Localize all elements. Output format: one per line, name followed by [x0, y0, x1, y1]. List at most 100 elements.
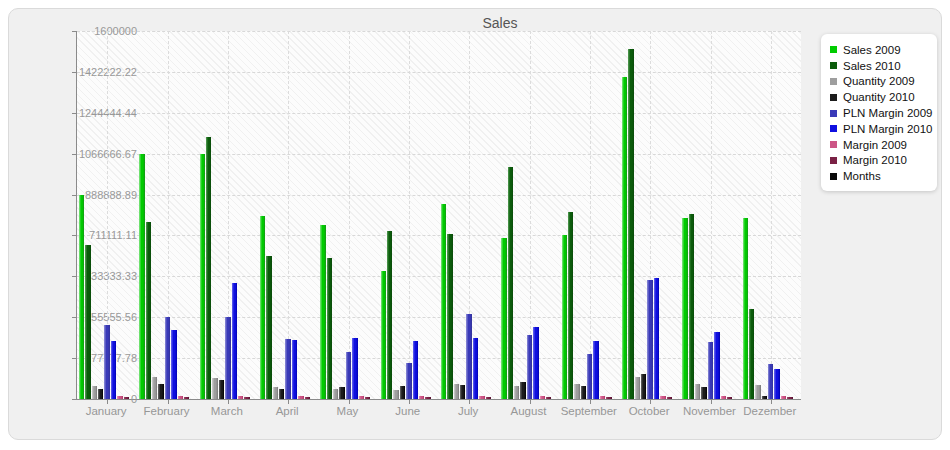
- legend-item-pln-margin-2009[interactable]: PLN Margin 2009: [830, 105, 928, 121]
- bar-pln-margin-2010-dezember[interactable]: [774, 369, 779, 399]
- bar-margin-2010-may[interactable]: [365, 397, 370, 399]
- bar-margin-2010-january[interactable]: [124, 397, 129, 399]
- bar-quantity-2009-august[interactable]: [514, 386, 519, 399]
- bar-pln-margin-2010-august[interactable]: [533, 327, 538, 399]
- bar-quantity-2010-june[interactable]: [400, 386, 405, 399]
- bar-sales-2010-september[interactable]: [568, 212, 573, 399]
- bar-margin-2009-may[interactable]: [359, 396, 364, 399]
- bar-margin-2009-february[interactable]: [178, 396, 183, 399]
- bar-margin-2010-february[interactable]: [184, 397, 189, 399]
- bar-margin-2009-dezember[interactable]: [781, 396, 786, 399]
- bar-quantity-2010-november[interactable]: [701, 387, 706, 399]
- bar-sales-2009-october[interactable]: [622, 77, 627, 399]
- bar-quantity-2009-january[interactable]: [92, 386, 97, 399]
- bar-margin-2010-june[interactable]: [425, 397, 430, 399]
- bar-quantity-2009-june[interactable]: [393, 390, 398, 399]
- bar-quantity-2009-may[interactable]: [333, 389, 338, 399]
- bar-sales-2010-august[interactable]: [508, 167, 513, 399]
- bar-pln-margin-2009-july[interactable]: [466, 314, 471, 399]
- bar-sales-2009-september[interactable]: [562, 235, 567, 399]
- legend-item-quantity-2010[interactable]: Quantity 2010: [830, 89, 928, 105]
- bar-sales-2009-july[interactable]: [441, 204, 446, 400]
- bar-quantity-2010-april[interactable]: [279, 389, 284, 399]
- bar-sales-2010-march[interactable]: [206, 137, 211, 399]
- bar-quantity-2010-may[interactable]: [339, 387, 344, 399]
- bar-sales-2009-may[interactable]: [320, 225, 325, 399]
- bar-sales-2009-april[interactable]: [260, 216, 265, 399]
- bar-margin-2009-june[interactable]: [419, 396, 424, 399]
- bar-quantity-2010-july[interactable]: [460, 385, 465, 399]
- bar-margin-2010-march[interactable]: [244, 397, 249, 399]
- bar-pln-margin-2009-january[interactable]: [104, 325, 109, 399]
- bar-margin-2010-october[interactable]: [667, 397, 672, 399]
- bar-quantity-2010-february[interactable]: [158, 384, 163, 399]
- bar-quantity-2009-september[interactable]: [574, 384, 579, 399]
- bar-pln-margin-2009-may[interactable]: [346, 352, 351, 399]
- bar-margin-2009-october[interactable]: [660, 396, 665, 399]
- bar-margin-2009-april[interactable]: [298, 396, 303, 399]
- bar-sales-2010-june[interactable]: [387, 231, 392, 399]
- bar-pln-margin-2010-october[interactable]: [654, 278, 659, 399]
- bar-margin-2010-august[interactable]: [546, 397, 551, 399]
- bar-quantity-2010-september[interactable]: [581, 386, 586, 399]
- bar-margin-2009-july[interactable]: [479, 396, 484, 399]
- bar-pln-margin-2010-july[interactable]: [473, 338, 478, 399]
- bar-pln-margin-2009-april[interactable]: [285, 339, 290, 399]
- bar-margin-2010-april[interactable]: [305, 397, 310, 399]
- bar-margin-2010-september[interactable]: [606, 397, 611, 399]
- bar-sales-2010-january[interactable]: [85, 245, 90, 399]
- bar-sales-2010-february[interactable]: [146, 222, 151, 399]
- bar-quantity-2010-january[interactable]: [98, 389, 103, 399]
- bar-quantity-2009-dezember[interactable]: [755, 385, 760, 399]
- bar-margin-2009-august[interactable]: [540, 396, 545, 399]
- bar-quantity-2009-february[interactable]: [152, 377, 157, 399]
- bar-pln-margin-2010-february[interactable]: [171, 330, 176, 399]
- bar-sales-2010-dezember[interactable]: [749, 309, 754, 399]
- bar-margin-2010-dezember[interactable]: [787, 397, 792, 399]
- bar-pln-margin-2010-june[interactable]: [413, 341, 418, 399]
- bar-sales-2010-july[interactable]: [447, 234, 452, 399]
- bar-pln-margin-2010-september[interactable]: [593, 341, 598, 399]
- bar-pln-margin-2010-march[interactable]: [232, 283, 237, 399]
- bar-quantity-2010-march[interactable]: [219, 380, 224, 399]
- legend-item-sales-2009[interactable]: Sales 2009: [830, 42, 928, 58]
- bar-pln-margin-2010-january[interactable]: [111, 341, 116, 399]
- bar-pln-margin-2010-november[interactable]: [714, 332, 719, 399]
- bar-sales-2009-november[interactable]: [682, 218, 687, 399]
- bar-margin-2009-march[interactable]: [238, 396, 243, 399]
- bar-margin-2009-november[interactable]: [721, 396, 726, 399]
- bar-quantity-2010-august[interactable]: [520, 382, 525, 399]
- bar-sales-2009-august[interactable]: [501, 238, 506, 399]
- bar-sales-2009-march[interactable]: [200, 154, 205, 399]
- bar-pln-margin-2009-june[interactable]: [406, 363, 411, 399]
- bar-pln-margin-2010-april[interactable]: [292, 340, 297, 399]
- bar-sales-2010-november[interactable]: [689, 214, 694, 399]
- legend-item-pln-margin-2010[interactable]: PLN Margin 2010: [830, 121, 928, 137]
- legend-item-margin-2010[interactable]: Margin 2010: [830, 153, 928, 169]
- bar-margin-2009-january[interactable]: [117, 396, 122, 399]
- bar-quantity-2010-october[interactable]: [641, 374, 646, 399]
- bar-pln-margin-2009-march[interactable]: [225, 317, 230, 399]
- legend-item-margin-2009[interactable]: Margin 2009: [830, 137, 928, 153]
- bar-pln-margin-2009-august[interactable]: [527, 335, 532, 399]
- bar-sales-2009-january[interactable]: [79, 195, 84, 399]
- bar-pln-margin-2009-dezember[interactable]: [768, 364, 773, 399]
- bar-sales-2009-june[interactable]: [381, 271, 386, 399]
- bar-pln-margin-2009-october[interactable]: [647, 280, 652, 399]
- bar-quantity-2009-july[interactable]: [454, 384, 459, 399]
- bar-margin-2010-july[interactable]: [486, 397, 491, 399]
- bar-quantity-2009-april[interactable]: [273, 387, 278, 399]
- bar-quantity-2009-october[interactable]: [635, 377, 640, 399]
- bar-margin-2009-september[interactable]: [600, 396, 605, 399]
- bar-quantity-2009-november[interactable]: [695, 384, 700, 399]
- bar-pln-margin-2010-may[interactable]: [352, 338, 357, 399]
- bar-pln-margin-2009-november[interactable]: [708, 342, 713, 399]
- bar-quantity-2010-dezember[interactable]: [762, 396, 767, 399]
- bar-sales-2010-april[interactable]: [266, 256, 271, 399]
- bar-quantity-2009-march[interactable]: [212, 378, 217, 399]
- bar-sales-2010-october[interactable]: [628, 49, 633, 399]
- bar-sales-2010-may[interactable]: [327, 258, 332, 399]
- legend-item-quantity-2009[interactable]: Quantity 2009: [830, 74, 928, 90]
- bar-pln-margin-2009-september[interactable]: [587, 354, 592, 399]
- bar-sales-2009-dezember[interactable]: [743, 218, 748, 399]
